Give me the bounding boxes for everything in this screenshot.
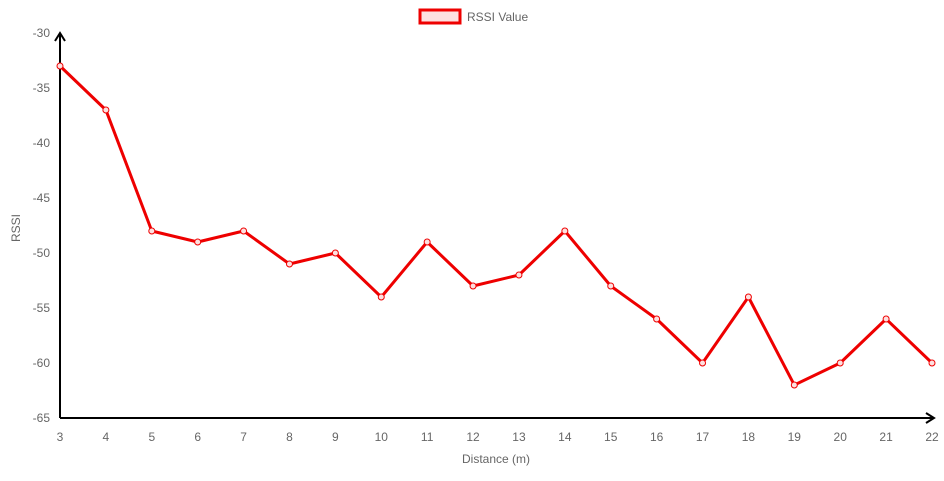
data-point[interactable] bbox=[331, 249, 339, 257]
data-point[interactable] bbox=[285, 260, 293, 268]
y-tick-label: -40 bbox=[33, 136, 51, 150]
data-point[interactable] bbox=[836, 359, 844, 367]
x-tick-label: 7 bbox=[240, 430, 247, 444]
data-point[interactable] bbox=[194, 238, 202, 246]
x-tick-label: 17 bbox=[696, 430, 710, 444]
y-tick-label: -55 bbox=[33, 301, 51, 315]
x-tick-label: 12 bbox=[466, 430, 480, 444]
data-point[interactable] bbox=[790, 381, 798, 389]
legend-swatch bbox=[418, 8, 462, 25]
x-tick-label: 16 bbox=[650, 430, 664, 444]
x-tick-label: 18 bbox=[742, 430, 756, 444]
data-point[interactable] bbox=[928, 359, 936, 367]
data-point[interactable] bbox=[744, 293, 752, 301]
x-tick-label: 11 bbox=[421, 430, 434, 444]
data-point[interactable] bbox=[377, 293, 385, 301]
data-point[interactable] bbox=[102, 106, 110, 114]
data-point[interactable] bbox=[148, 227, 156, 235]
y-axis-tick-labels: -30 -35 -40 -45 -50 -55 -60 -65 bbox=[33, 26, 51, 425]
data-point[interactable] bbox=[653, 315, 661, 323]
x-tick-label: 22 bbox=[925, 430, 939, 444]
y-tick-label: -35 bbox=[33, 81, 51, 95]
y-axis-title: RSSI bbox=[9, 214, 23, 242]
x-tick-label: 8 bbox=[286, 430, 293, 444]
y-axis-arrow-icon bbox=[54, 31, 66, 42]
legend-label: RSSI Value bbox=[467, 10, 528, 24]
data-point[interactable] bbox=[240, 227, 248, 235]
series-line bbox=[58, 64, 934, 387]
x-tick-label: 9 bbox=[332, 430, 339, 444]
series-rssi-value bbox=[56, 62, 936, 389]
x-tick-label: 21 bbox=[879, 430, 893, 444]
x-axis-arrow-icon bbox=[925, 412, 936, 424]
y-tick-label: -30 bbox=[33, 26, 51, 40]
y-tick-label: -45 bbox=[33, 191, 51, 205]
axes bbox=[54, 31, 936, 424]
data-point[interactable] bbox=[882, 315, 890, 323]
x-tick-label: 6 bbox=[194, 430, 201, 444]
x-axis-title: Distance (m) bbox=[462, 452, 530, 466]
x-tick-label: 3 bbox=[57, 430, 64, 444]
x-axis-tick-labels: 3 4 5 6 7 8 9 10 11 12 13 14 15 16 17 18 19 20 21 22 bbox=[57, 430, 939, 444]
x-tick-label: 19 bbox=[788, 430, 802, 444]
data-point[interactable] bbox=[515, 271, 523, 279]
x-tick-label: 4 bbox=[103, 430, 110, 444]
x-tick-label: 13 bbox=[512, 430, 526, 444]
y-tick-label: -50 bbox=[33, 246, 51, 260]
y-tick-label: -60 bbox=[33, 356, 51, 370]
legend[interactable]: RSSI Value bbox=[418, 8, 528, 25]
y-tick-label: -65 bbox=[33, 411, 51, 425]
x-tick-label: 20 bbox=[834, 430, 848, 444]
x-tick-label: 5 bbox=[148, 430, 155, 444]
data-point[interactable] bbox=[561, 227, 569, 235]
data-point[interactable] bbox=[56, 62, 64, 70]
data-point[interactable] bbox=[469, 282, 477, 290]
data-point[interactable] bbox=[423, 238, 431, 246]
x-tick-label: 15 bbox=[604, 430, 618, 444]
x-tick-label: 14 bbox=[558, 430, 572, 444]
data-point[interactable] bbox=[607, 282, 615, 290]
x-tick-label: 10 bbox=[375, 430, 389, 444]
data-point[interactable] bbox=[699, 359, 707, 367]
